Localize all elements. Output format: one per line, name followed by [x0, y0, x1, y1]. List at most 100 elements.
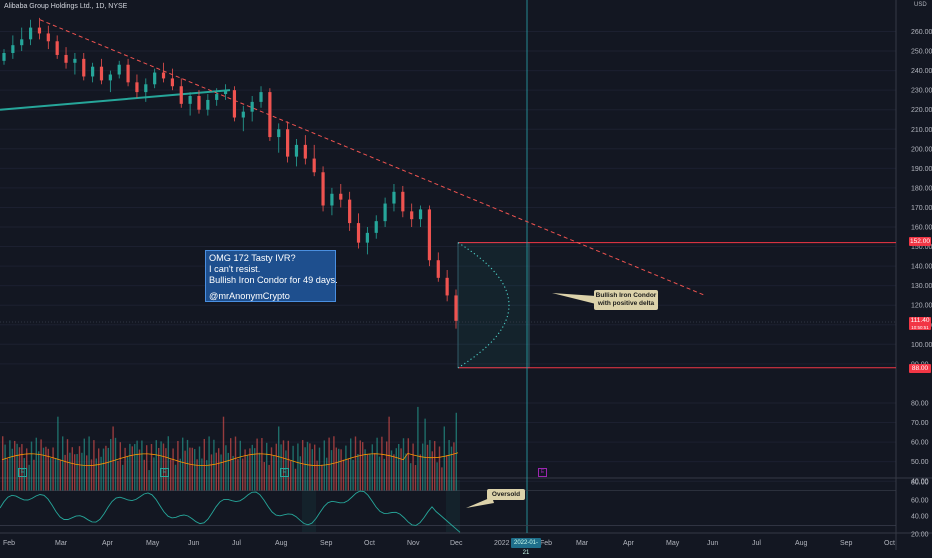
candle-body [410, 211, 414, 220]
volume-bar [182, 437, 184, 491]
earnings-badge[interactable]: E [18, 468, 27, 477]
volume-bar [54, 458, 57, 491]
candle-body [268, 92, 272, 138]
oversold-callout[interactable]: Oversold [487, 489, 525, 500]
volume-bar [21, 444, 23, 491]
volume-bar [172, 448, 174, 491]
volume-bar [292, 445, 294, 491]
candle-body [197, 96, 201, 110]
volume-bar [412, 443, 414, 491]
volume-bar [16, 443, 18, 491]
volume-bar [405, 453, 407, 491]
volume-bar [129, 443, 131, 491]
volume-bar [438, 446, 441, 491]
downtrend-line [39, 19, 706, 296]
volume-bar [246, 455, 249, 491]
volume-bar [299, 456, 301, 491]
candle-body [445, 277, 449, 296]
volume-bar [189, 447, 191, 491]
volume-bar [203, 438, 205, 491]
candle-body [427, 209, 432, 261]
time-tick-label: May [146, 540, 160, 547]
candle-body [321, 172, 325, 206]
volume-bar [357, 454, 359, 491]
price-tick-label: 260.00 [911, 29, 932, 36]
volume-bar [35, 437, 37, 491]
volume-bar [112, 426, 114, 491]
candle-body [91, 66, 95, 77]
rsi-line [0, 490, 461, 533]
callout-pointer [466, 497, 494, 508]
time-tick-label: Jun [188, 540, 199, 547]
candle-body [46, 33, 50, 42]
osc-tick-label: 20.00 [911, 532, 929, 539]
volume-bar [371, 444, 373, 491]
price-tag-lower: 88.00 [909, 364, 931, 373]
volume-bar [179, 458, 181, 491]
candle-body [223, 90, 228, 95]
candle-body [401, 191, 405, 212]
volume-bar [222, 416, 225, 491]
volume-bar [424, 418, 426, 491]
price-tick-label: 100.00 [911, 342, 932, 349]
volume-bar [263, 462, 265, 491]
note-line: OMG 172 Tasty IVR? [209, 253, 296, 263]
price-tag-current: 111.40 10:50:51 [909, 317, 931, 330]
volume-bar [2, 436, 4, 491]
volume-bar [450, 446, 453, 491]
volume-bar [134, 444, 136, 491]
time-tick-label: Oct [364, 540, 375, 547]
volume-bar [448, 439, 450, 491]
volume-bar [309, 443, 311, 491]
oversold-zone [302, 480, 316, 532]
volume-bar [426, 444, 429, 491]
volume-bar [220, 454, 222, 491]
time-tick-label: May [666, 540, 680, 547]
candle-body [126, 64, 130, 83]
volume-bar [434, 441, 436, 491]
candle-body [392, 191, 396, 204]
volume-average [1, 452, 459, 467]
volume-bar [206, 460, 208, 491]
price-tag-time: 10:50:51 [911, 325, 929, 330]
volume-bar [398, 443, 400, 491]
candle-body [37, 27, 42, 34]
volume-bar [395, 448, 397, 491]
callout-pointer [552, 293, 596, 304]
volume-bar [417, 406, 419, 491]
volume-bar [143, 459, 145, 491]
condor-callout[interactable]: Bullish Iron Condor with positive delta [594, 290, 658, 310]
volume-bar [191, 447, 193, 491]
price-tick-label: 190.00 [911, 166, 932, 173]
volume-bar [196, 459, 198, 491]
volume-bar [146, 445, 148, 491]
volume-bar [232, 455, 234, 491]
callout-text: with positive delta [597, 299, 655, 307]
volume-bar [198, 446, 201, 491]
volume-bar [225, 445, 227, 491]
volume-bar [107, 447, 109, 491]
earnings-badge[interactable]: E [160, 468, 169, 477]
candle-body [153, 72, 157, 85]
cursor-date-tag: 2022-01-21 [511, 538, 541, 556]
volume-bar [419, 454, 421, 491]
volume-bar [57, 416, 59, 491]
volume-bar [244, 449, 246, 491]
support-trendline [0, 89, 231, 111]
volume-bar [124, 447, 126, 491]
volume-bar [402, 438, 405, 491]
trade-note[interactable]: OMG 172 Tasty IVR? I can't resist. Bulli… [205, 250, 338, 302]
earnings-badge-upcoming[interactable]: E [538, 468, 547, 477]
volume-bar [436, 462, 438, 491]
volume-bar [374, 453, 376, 491]
candle-body [135, 82, 139, 93]
volume-bar [311, 449, 313, 491]
candle-body [418, 209, 423, 220]
volume-bar [261, 438, 263, 491]
earnings-badge[interactable]: E [280, 468, 289, 477]
time-tick-label: Mar [55, 540, 68, 547]
volume-bar [249, 448, 251, 491]
volume-bar [45, 446, 47, 491]
time-tick-label: Jun [707, 540, 718, 547]
